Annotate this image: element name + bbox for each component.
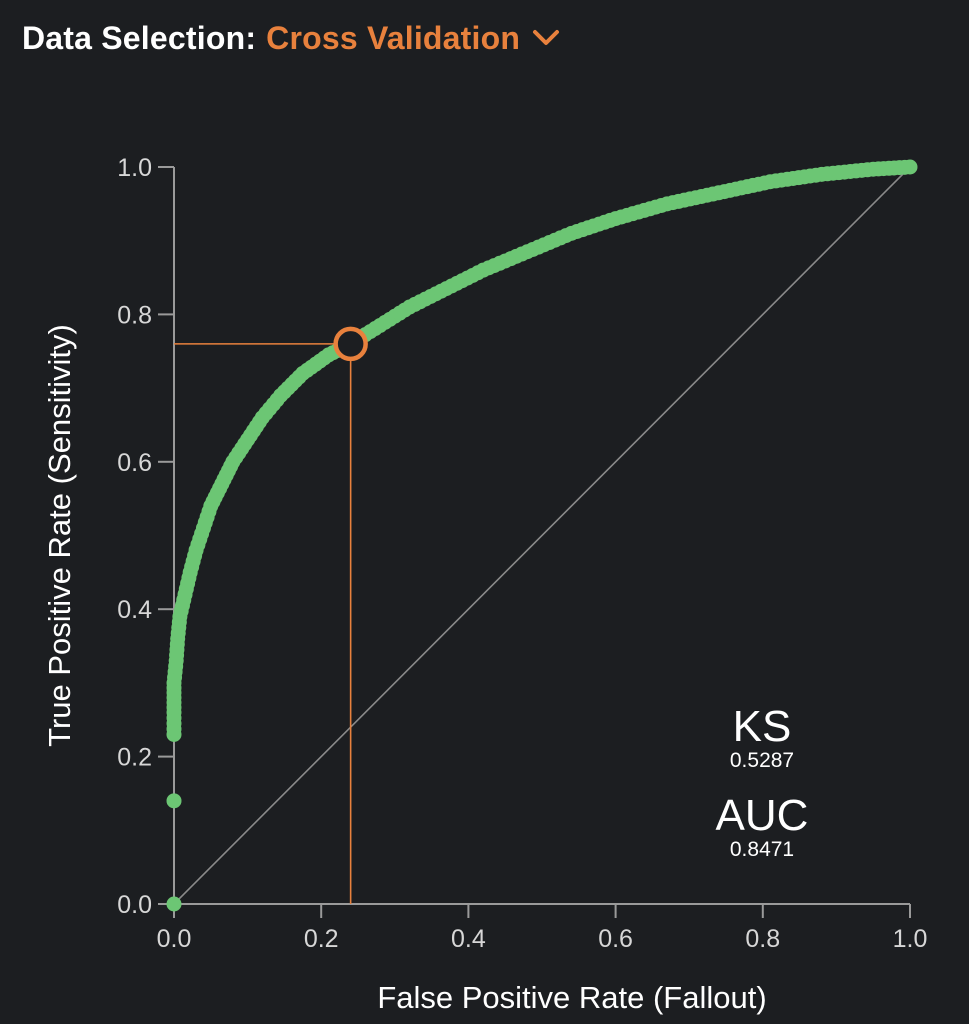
- data-selection-label: Data Selection:: [22, 19, 257, 56]
- chart-axes: 0.0 0.2 0.4 0.6 0.8 1.0 0.0 0.2 0.4 0.6 0.8 1.0: [117, 154, 927, 953]
- auc-value: 0.8471: [730, 838, 794, 861]
- y-axis-title: True Positive Rate (Sensitivity): [42, 324, 77, 747]
- data-selection-header: Data Selection: Cross Validation: [22, 14, 560, 62]
- y-tick-label: 0.2: [117, 744, 152, 772]
- data-selection-dropdown[interactable]: Cross Validation: [266, 20, 560, 57]
- y-tick-label: 0.8: [117, 301, 152, 329]
- y-tick-label: 0.4: [117, 596, 152, 624]
- auc-label: AUC: [716, 791, 809, 840]
- roc-point: [166, 793, 182, 809]
- random-baseline-diagonal: [173, 166, 911, 905]
- ks-label: KS: [733, 702, 792, 751]
- selected-threshold-marker[interactable]: [333, 326, 368, 362]
- y-tick-label: 0.6: [117, 449, 152, 477]
- x-tick-label: 0.6: [598, 925, 633, 953]
- chevron-down-icon: [533, 30, 560, 45]
- x-tick-label: 0.2: [304, 925, 339, 953]
- roc-curve-points: [166, 159, 918, 912]
- data-selection-value: Cross Validation: [266, 19, 521, 56]
- y-tick-label: 0.0: [117, 891, 152, 919]
- roc-point: [166, 896, 182, 912]
- x-tick-label: 0.0: [157, 925, 192, 953]
- x-tick-label: 0.8: [745, 925, 780, 953]
- x-tick-label: 0.4: [451, 925, 486, 953]
- ks-value: 0.5287: [730, 749, 794, 772]
- roc-point: [902, 159, 918, 175]
- x-axis-title: False Positive Rate (Fallout): [377, 980, 766, 1015]
- y-tick-label: 1.0: [117, 154, 152, 182]
- x-tick-label: 1.0: [893, 925, 928, 953]
